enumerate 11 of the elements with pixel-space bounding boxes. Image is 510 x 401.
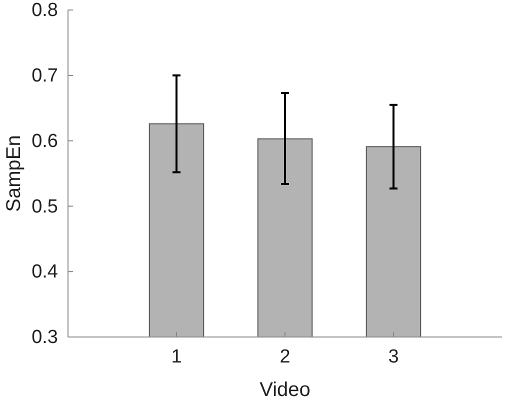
y-tick-label: 0.6	[32, 130, 58, 152]
x-tick-label: 1	[171, 346, 182, 368]
y-tick-label: 0.7	[32, 65, 58, 86]
y-tick-label: 0.8	[32, 0, 58, 22]
y-tick-label: 0.5	[32, 196, 58, 218]
x-tick-label: 2	[280, 346, 290, 368]
x-axis-title: Video	[260, 379, 310, 401]
y-tick-label: 0.4	[32, 262, 58, 283]
y-tick-label: 0.3	[32, 327, 58, 348]
x-tick-label: 3	[388, 346, 399, 368]
y-axis-title: SampEn	[3, 135, 25, 212]
